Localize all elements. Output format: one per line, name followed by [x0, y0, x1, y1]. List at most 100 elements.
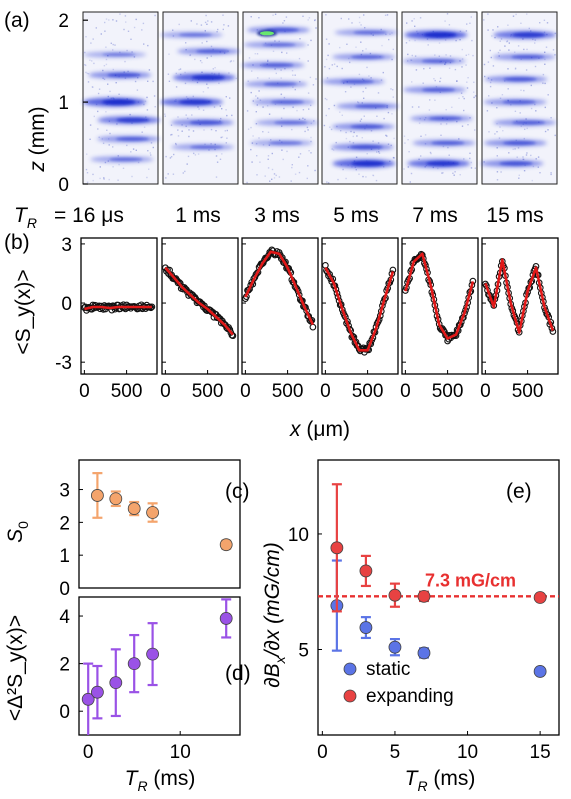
noise-dot	[326, 181, 328, 183]
noise-dot	[167, 73, 170, 75]
noise-dot	[392, 89, 394, 91]
noise-dot	[448, 67, 451, 69]
noise-dot	[102, 69, 104, 72]
noise-dot	[275, 174, 277, 177]
noise-dot	[197, 153, 200, 155]
noise-dot	[124, 15, 127, 17]
noise-dot	[525, 154, 528, 156]
noise-dot	[326, 77, 329, 79]
noise-dot	[291, 70, 294, 72]
noise-dot	[201, 71, 203, 73]
noise-dot	[296, 109, 298, 112]
noise-dot	[326, 98, 328, 101]
noise-dot	[150, 142, 153, 144]
noise-dot	[386, 135, 388, 137]
panel-d-ylabel: <Δ²S_y(x)>	[4, 615, 27, 721]
noise-dot	[530, 84, 532, 87]
noise-dot	[427, 44, 429, 46]
noise-dot	[274, 68, 276, 70]
noise-dot	[170, 156, 173, 158]
noise-dot	[112, 146, 114, 148]
noise-dot	[84, 64, 86, 66]
noise-dot	[368, 75, 370, 77]
noise-dot	[339, 111, 341, 113]
noise-dot	[463, 97, 465, 100]
noise-dot	[370, 130, 373, 132]
noise-dot	[496, 147, 498, 149]
noise-dot	[182, 172, 184, 174]
noise-dot	[299, 153, 302, 155]
noise-dot	[331, 148, 333, 150]
fit-line-5	[484, 258, 555, 334]
noise-dot	[496, 179, 499, 181]
noise-dot	[202, 109, 205, 111]
noise-dot	[259, 161, 261, 163]
noise-dot	[132, 148, 135, 150]
noise-dot	[232, 60, 235, 62]
noise-dot	[292, 86, 294, 88]
noise-dot	[118, 93, 120, 95]
density-core-4-0	[423, 32, 457, 38]
noise-dot	[355, 46, 357, 48]
noise-dot	[483, 63, 486, 66]
noise-dot	[102, 77, 104, 79]
noise-dot	[134, 80, 137, 83]
noise-dot	[92, 179, 94, 182]
noise-dot	[474, 129, 476, 131]
noise-dot	[508, 49, 510, 51]
noise-dot	[92, 173, 94, 176]
noise-dot	[552, 49, 555, 51]
noise-dot	[387, 143, 390, 145]
noise-dot	[358, 16, 361, 19]
noise-dot	[198, 108, 200, 110]
fit-line-0	[84, 305, 152, 311]
noise-dot	[108, 144, 110, 146]
noise-dot	[380, 28, 382, 31]
noise-dot	[124, 60, 126, 63]
noise-dot	[407, 53, 409, 56]
noise-dot	[181, 130, 183, 132]
density-core-5-0	[512, 32, 546, 38]
fit-line-3	[324, 266, 395, 352]
noise-dot	[268, 77, 270, 79]
density-core-2-6	[269, 141, 302, 145]
noise-dot	[282, 22, 284, 24]
noise-dot	[414, 25, 416, 27]
noise-dot	[441, 172, 443, 174]
noise-dot	[467, 77, 469, 79]
panel-b-frame-1	[161, 237, 239, 375]
noise-dot	[350, 86, 352, 88]
noise-dot	[220, 117, 222, 120]
panel-e-ylabel: ∂Bx/∂x (mG/cm)	[261, 542, 288, 688]
noise-dot	[225, 109, 227, 111]
noise-dot	[520, 125, 522, 127]
density-core-4-2	[422, 87, 456, 92]
noise-dot	[206, 83, 208, 85]
noise-dot	[331, 64, 333, 66]
legend-label-expanding: expanding	[366, 686, 454, 707]
noise-dot	[307, 44, 309, 46]
noise-dot	[175, 72, 177, 75]
panel-b-frame-4	[401, 237, 479, 375]
noise-dot	[324, 66, 326, 68]
noise-dot	[93, 115, 95, 118]
noise-dot	[525, 118, 527, 120]
noise-dot	[210, 55, 212, 57]
noise-dot	[307, 19, 309, 21]
noise-dot	[99, 177, 101, 180]
panel-b-xtick-1-500: 500	[192, 381, 224, 402]
noise-dot	[268, 113, 271, 115]
noise-dot	[492, 29, 494, 31]
noise-dot	[298, 156, 300, 158]
noise-dot	[105, 58, 108, 61]
noise-dot	[418, 122, 421, 124]
noise-dot	[292, 74, 294, 76]
noise-dot	[110, 42, 112, 44]
noise-dot	[463, 158, 465, 160]
noise-dot	[164, 113, 166, 115]
noise-dot	[348, 18, 350, 20]
panel-b-ytick-3: 3	[61, 235, 72, 256]
noise-dot	[372, 140, 374, 142]
noise-dot	[488, 131, 490, 133]
noise-dot	[351, 22, 353, 24]
